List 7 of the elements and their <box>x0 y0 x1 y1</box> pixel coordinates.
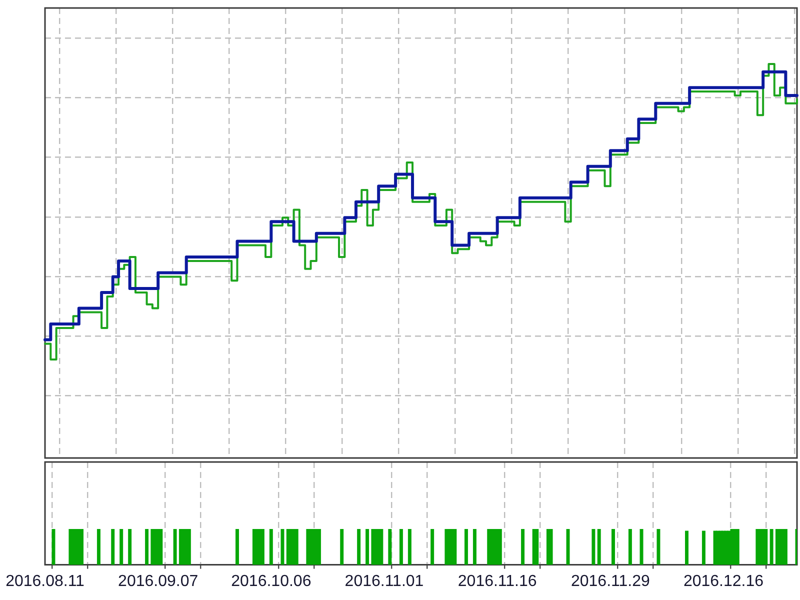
x-tick-label: 2016.08.11 <box>6 572 85 590</box>
x-tick-label: 2016.11.29 <box>570 572 650 590</box>
x-tick-label: 2016.09.07 <box>118 572 198 590</box>
x-tick-label: 2016.12.16 <box>683 572 764 590</box>
x-tick-label: 2016.11.01 <box>344 572 424 590</box>
x-tick-label: 2016.10.06 <box>231 572 312 590</box>
x-tick-label: 2016.11.16 <box>458 572 537 590</box>
